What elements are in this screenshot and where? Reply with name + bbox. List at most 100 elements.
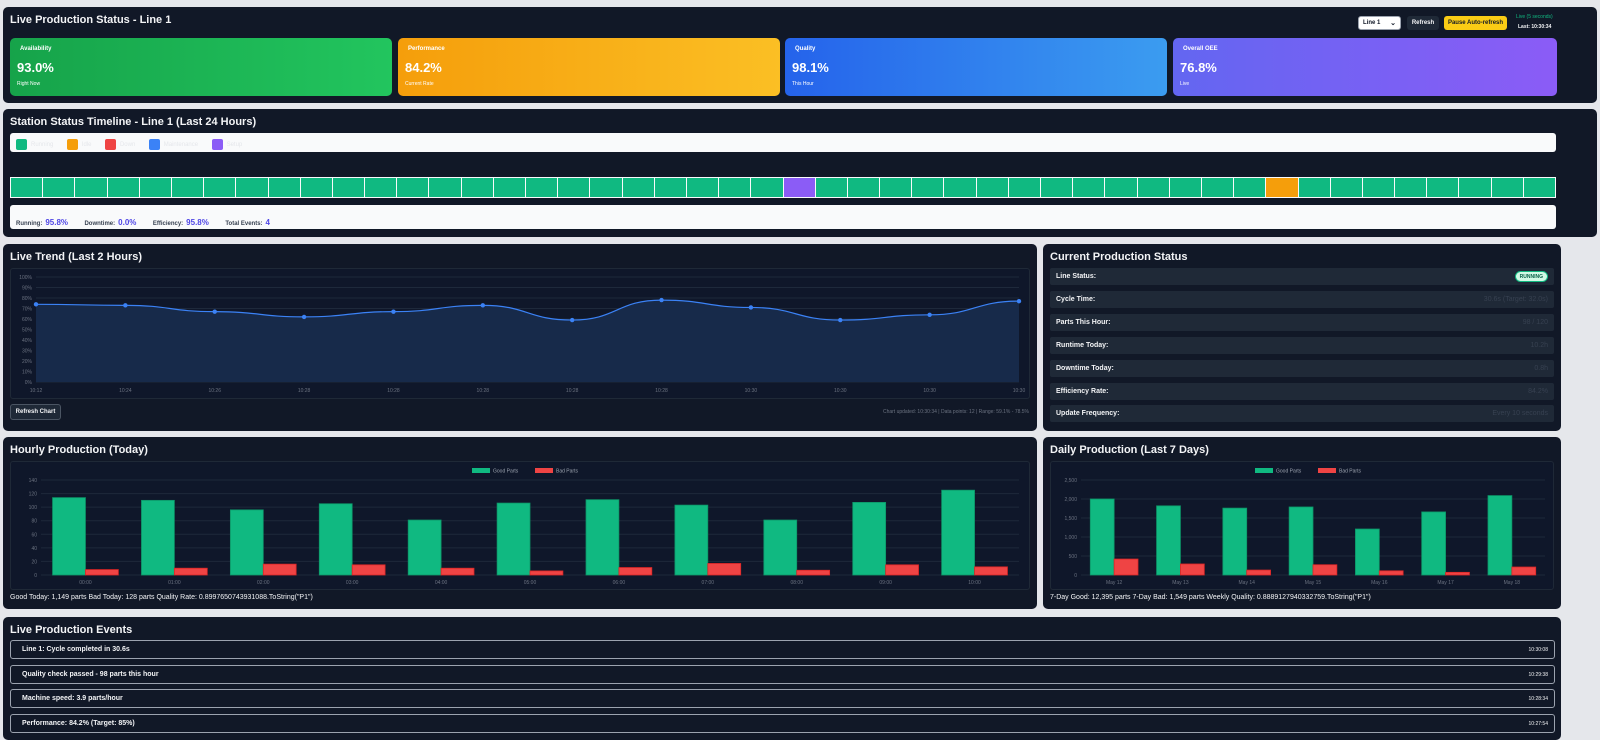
y-tick-label: 120	[29, 492, 38, 498]
timeline-segment[interactable]	[75, 178, 107, 197]
trend-point	[748, 305, 754, 310]
hourly-chart-box: Good Parts Bad Parts 0 20 40 60 80 100 120 140 00:…	[10, 461, 1030, 590]
timeline-segment[interactable]	[590, 178, 622, 197]
bad-parts-bar	[1180, 563, 1205, 576]
stat-value: 95.8%	[186, 218, 209, 227]
x-tick-label: 05:00	[524, 580, 537, 586]
timeline-segment[interactable]	[815, 178, 847, 197]
bad-parts-bar	[707, 563, 742, 576]
daily-chart-box: Good Parts Bad Parts 0 500 1,000 1,500 2,000 2,…	[1050, 461, 1554, 590]
timeline-segment[interactable]	[204, 178, 236, 197]
good-parts-bar	[1288, 506, 1314, 576]
y-tick-label: 60%	[22, 317, 33, 323]
timeline-segment[interactable]	[429, 178, 461, 197]
y-tick-label: 1,000	[1064, 535, 1077, 541]
refresh-chart-button[interactable]: Refresh Chart	[10, 404, 61, 420]
timeline-segment[interactable]	[268, 178, 300, 197]
y-tick-label: 40	[31, 546, 37, 552]
event-item: Performance: 84.2% (Target: 85%) 10:27:5…	[10, 714, 1555, 733]
timeline-segment[interactable]	[1234, 178, 1266, 197]
timeline-segment[interactable]	[139, 178, 171, 197]
timeline-segment[interactable]	[493, 178, 525, 197]
timeline-segment[interactable]	[1105, 178, 1137, 197]
timeline-segment[interactable]	[526, 178, 558, 197]
line-select[interactable]: Line 1 ⌄	[1358, 16, 1401, 30]
timeline-segment[interactable]	[847, 178, 880, 197]
timeline-segment[interactable]	[751, 178, 783, 197]
timeline-segment[interactable]	[1041, 178, 1073, 197]
x-tick-label: 10:30	[834, 388, 847, 394]
timeline-segment[interactable]	[686, 178, 719, 197]
timeline-segment[interactable]	[1298, 178, 1330, 197]
legend-label: Good Parts	[493, 469, 519, 475]
legend-swatch	[535, 468, 553, 473]
status-value: 10.2h	[1530, 342, 1548, 349]
hourly-title: Hourly Production (Today)	[10, 444, 148, 456]
timeline-segment[interactable]	[880, 178, 912, 197]
timeline-segment[interactable]	[558, 178, 590, 197]
timeline-segment[interactable]	[107, 178, 139, 197]
timeline-segment[interactable]	[171, 178, 204, 197]
timeline-segment[interactable]	[622, 178, 654, 197]
timeline-segment[interactable]	[1459, 178, 1491, 197]
x-tick-label: 10:28	[655, 388, 668, 394]
timeline-segment[interactable]	[1362, 178, 1395, 197]
timeline-segment[interactable]	[1201, 178, 1234, 197]
timeline-segment[interactable]	[365, 178, 397, 197]
refresh-button[interactable]: Refresh	[1407, 16, 1439, 30]
y-tick-label: 20	[31, 559, 37, 565]
timeline-segment[interactable]	[1137, 178, 1169, 197]
timeline-segment[interactable]	[976, 178, 1008, 197]
timeline-segment[interactable]	[43, 178, 75, 197]
trend-point	[569, 317, 575, 323]
timeline-segment[interactable]	[912, 178, 944, 197]
timeline-segment[interactable]	[236, 178, 268, 197]
legend-label: Maintenance	[163, 141, 199, 148]
kpi-sub: This Hour	[792, 81, 814, 87]
timeline-segment[interactable]	[332, 178, 365, 197]
kpi-availability: Availability 93.0% Right Now	[10, 38, 392, 96]
stat-label: Efficiency:	[152, 221, 184, 227]
timeline-segment[interactable]	[719, 178, 751, 197]
legend-setup: Setup	[211, 139, 242, 150]
kpi-performance: Performance 84.2% Current Rate	[398, 38, 780, 96]
trend-point	[1016, 298, 1022, 304]
kpi-label: Performance	[408, 46, 445, 52]
timeline-segments	[10, 177, 1556, 198]
timeline-segment[interactable]	[1008, 178, 1040, 197]
timeline-segment[interactable]	[944, 178, 976, 197]
good-parts-bar	[52, 497, 86, 576]
timeline-segment[interactable]	[11, 178, 43, 197]
x-tick-label: 08:00	[790, 580, 803, 586]
bad-parts-bar	[262, 563, 297, 576]
timeline-segment[interactable]	[654, 178, 686, 197]
timeline-segment[interactable]	[461, 178, 493, 197]
trend-footer: Chart updated: 10:30:34 | Data points: 1…	[882, 409, 1029, 415]
timeline-segment[interactable]	[1523, 178, 1555, 197]
timeline-segment[interactable]	[1427, 178, 1459, 197]
pause-auto-refresh-button[interactable]: Pause Auto-refresh	[1444, 16, 1507, 30]
timeline-segment[interactable]	[1169, 178, 1201, 197]
y-tick-label: 10%	[22, 370, 33, 376]
timeline-segment[interactable]	[1491, 178, 1523, 197]
timeline-segment[interactable]	[397, 178, 429, 197]
timeline-segment[interactable]	[1395, 178, 1427, 197]
x-tick-label: May 15	[1305, 580, 1322, 586]
legend-swatch	[148, 139, 160, 150]
trend-title: Live Trend (Last 2 Hours)	[10, 251, 143, 263]
bad-parts-bar	[351, 564, 386, 576]
timeline-segment[interactable]	[300, 178, 332, 197]
live-events-panel: Live Production Events Line 1: Cycle com…	[3, 617, 1561, 740]
x-tick-label: 10:12	[30, 388, 43, 394]
timeline-segment[interactable]	[783, 178, 815, 197]
trend-chart: 0% 10% 20% 30% 40% 50% 60% 70% 80% 90% 100% 10:12 10…	[19, 275, 1025, 394]
timeline-segment[interactable]	[1073, 178, 1105, 197]
bad-parts-bar	[1511, 566, 1537, 576]
bad-parts-bar	[1445, 571, 1470, 576]
daily-summary: 7-Day Good: 12,395 parts 7-Day Bad: 1,54…	[1050, 594, 1371, 601]
event-item: Quality check passed - 98 parts this hou…	[10, 665, 1555, 684]
x-tick-label: 01:00	[168, 580, 181, 586]
timeline-segment[interactable]	[1330, 178, 1362, 197]
timeline-segment[interactable]	[1266, 178, 1298, 197]
legend-swatch	[16, 139, 27, 150]
